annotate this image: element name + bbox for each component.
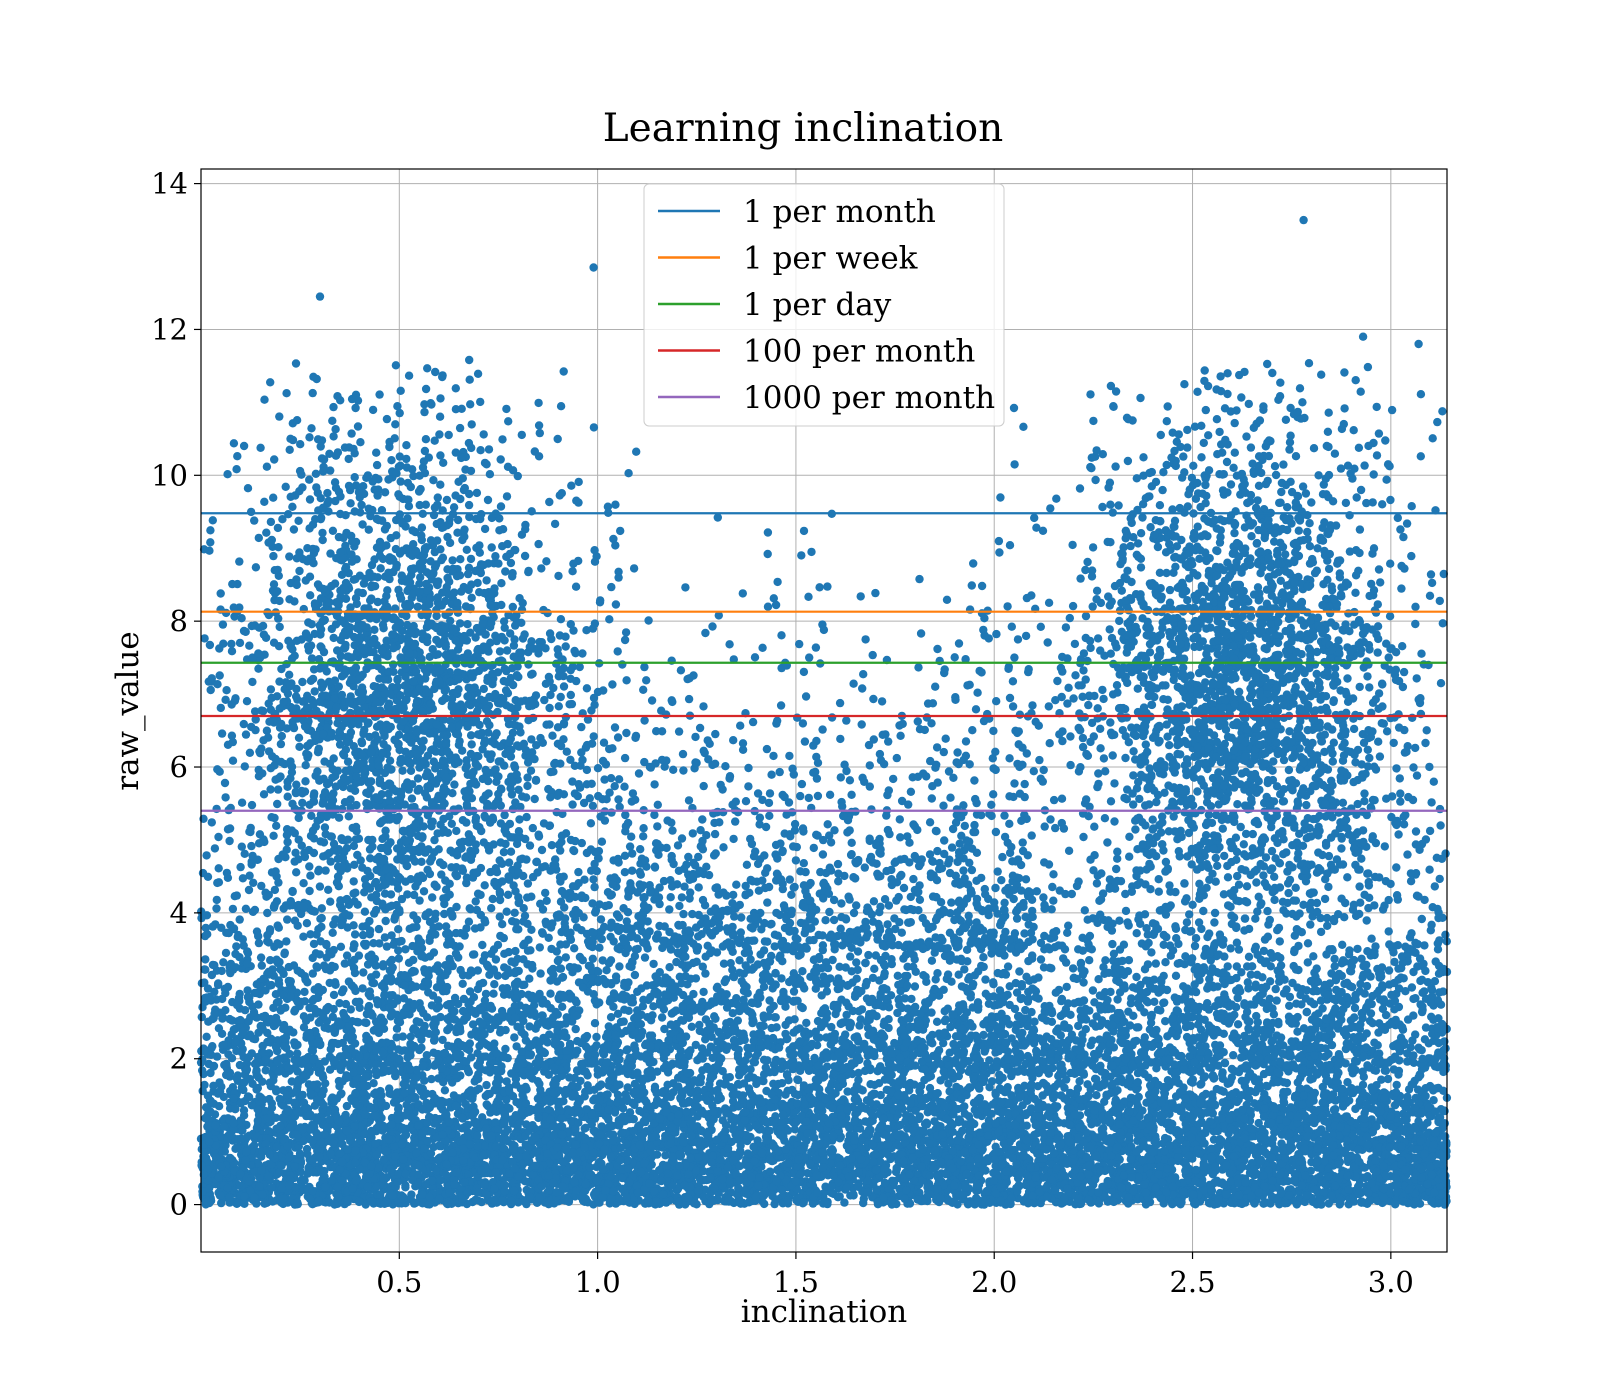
scatter-point: [840, 1198, 849, 1207]
scatter-point: [635, 1106, 644, 1116]
scatter-point: [401, 1183, 410, 1192]
scatter-point: [843, 1087, 852, 1096]
scatter-points: [196, 215, 1452, 1209]
scatter-point: [302, 1144, 312, 1154]
scatter-point: [481, 1091, 490, 1101]
scatter-point: [1302, 1008, 1311, 1017]
scatter-point: [661, 1151, 670, 1160]
scatter-point: [859, 1198, 868, 1208]
scatter-point: [767, 1190, 777, 1199]
scatter-point: [979, 1030, 988, 1040]
scatter-point: [272, 1087, 281, 1096]
scatter-point: [482, 1080, 491, 1090]
scatter-point: [1351, 1104, 1360, 1114]
chart-title: Learning inclination: [603, 106, 1003, 151]
scatter-point: [765, 1126, 774, 1136]
scatter-point: [401, 945, 410, 954]
scatter-point: [933, 969, 942, 978]
scatter-point: [438, 1035, 447, 1045]
scatter-point: [440, 1086, 450, 1095]
scatter-point: [638, 1076, 647, 1086]
scatter-point: [306, 1089, 316, 1099]
scatter-point: [1392, 1080, 1401, 1090]
scatter-point: [1108, 1079, 1117, 1089]
scatter-point: [1343, 1078, 1352, 1087]
scatter-point: [1377, 1075, 1386, 1084]
scatter-point: [849, 1190, 858, 1199]
scatter-point: [1383, 1074, 1393, 1084]
scatter-point: [298, 1124, 308, 1134]
scatter-point: [1032, 1046, 1041, 1056]
scatter-point: [232, 1074, 241, 1083]
